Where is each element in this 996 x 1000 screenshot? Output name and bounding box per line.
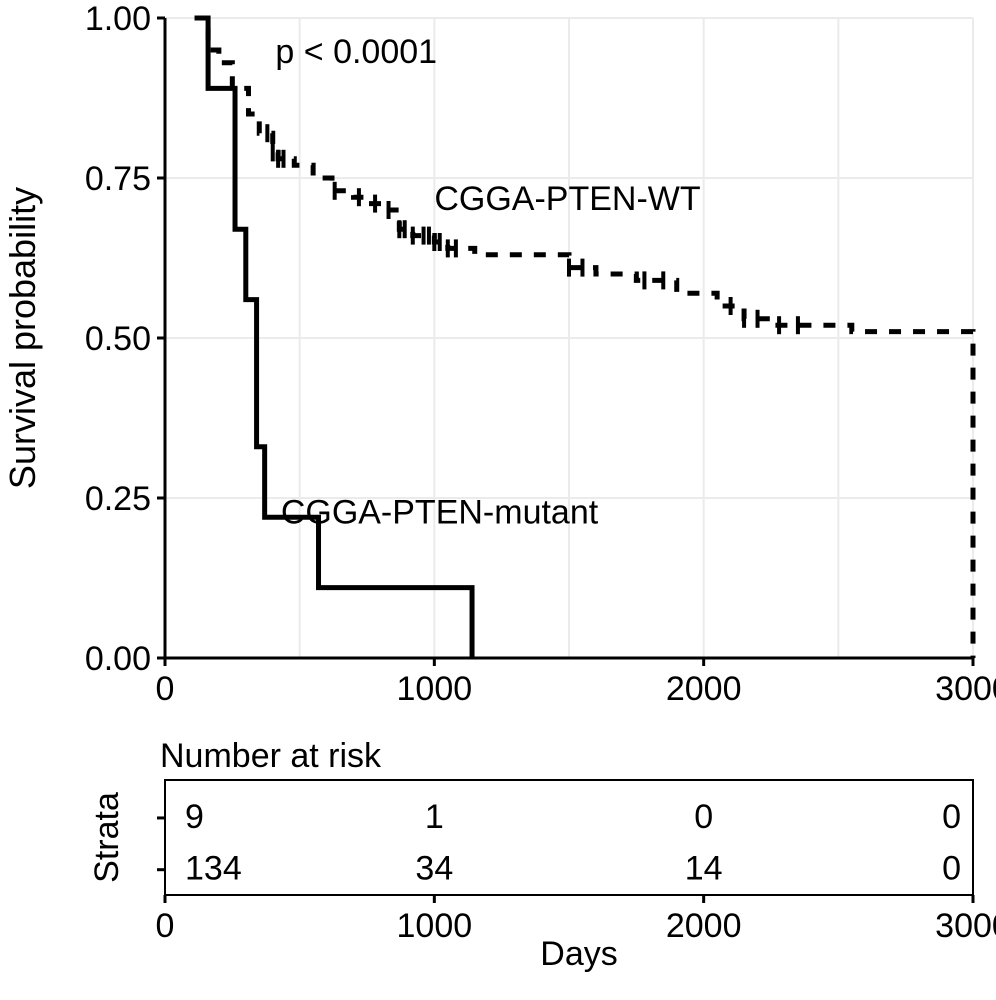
y-axis-label: Survival probability xyxy=(2,187,43,489)
series-label-mutant: CGGA-PTEN-mutant xyxy=(281,494,599,532)
risk-cell: 34 xyxy=(415,850,453,888)
y-tick-label: 0.25 xyxy=(85,480,151,518)
y-tick-label: 0.50 xyxy=(85,320,151,358)
survival-svg: 0.000.250.500.751.000100020003000Surviva… xyxy=(0,0,996,1000)
risk-cell: 1 xyxy=(425,798,444,836)
risk-cell: 0 xyxy=(942,850,961,888)
risk-ylabel: Strata xyxy=(88,792,126,883)
x-tick-label: 3000 xyxy=(935,670,996,708)
risk-cell: 0 xyxy=(694,798,713,836)
series-label-wt: CGGA-PTEN-WT xyxy=(434,180,700,218)
x-tick-label-lower: 2000 xyxy=(666,907,742,945)
y-tick-label: 0.00 xyxy=(85,640,151,678)
risk-panel xyxy=(165,780,973,895)
survival-figure: 0.000.250.500.751.000100020003000Surviva… xyxy=(0,0,996,1000)
risk-cell: 9 xyxy=(185,798,204,836)
x-tick-label: 2000 xyxy=(666,670,742,708)
y-tick-label: 1.00 xyxy=(85,0,151,38)
x-tick-label: 0 xyxy=(156,670,175,708)
risk-table-title: Number at risk xyxy=(160,737,382,775)
x-tick-label-lower: 1000 xyxy=(397,907,473,945)
x-tick-label-lower: 0 xyxy=(156,907,175,945)
risk-cell: 134 xyxy=(185,850,242,888)
risk-cell: 14 xyxy=(685,850,723,888)
risk-cell: 0 xyxy=(942,798,961,836)
x-tick-label-lower: 3000 xyxy=(935,907,996,945)
x-tick-label: 1000 xyxy=(397,670,473,708)
pvalue-text: p < 0.0001 xyxy=(275,33,437,71)
y-tick-label: 0.75 xyxy=(85,160,151,198)
x-axis-label: Days xyxy=(540,935,617,973)
